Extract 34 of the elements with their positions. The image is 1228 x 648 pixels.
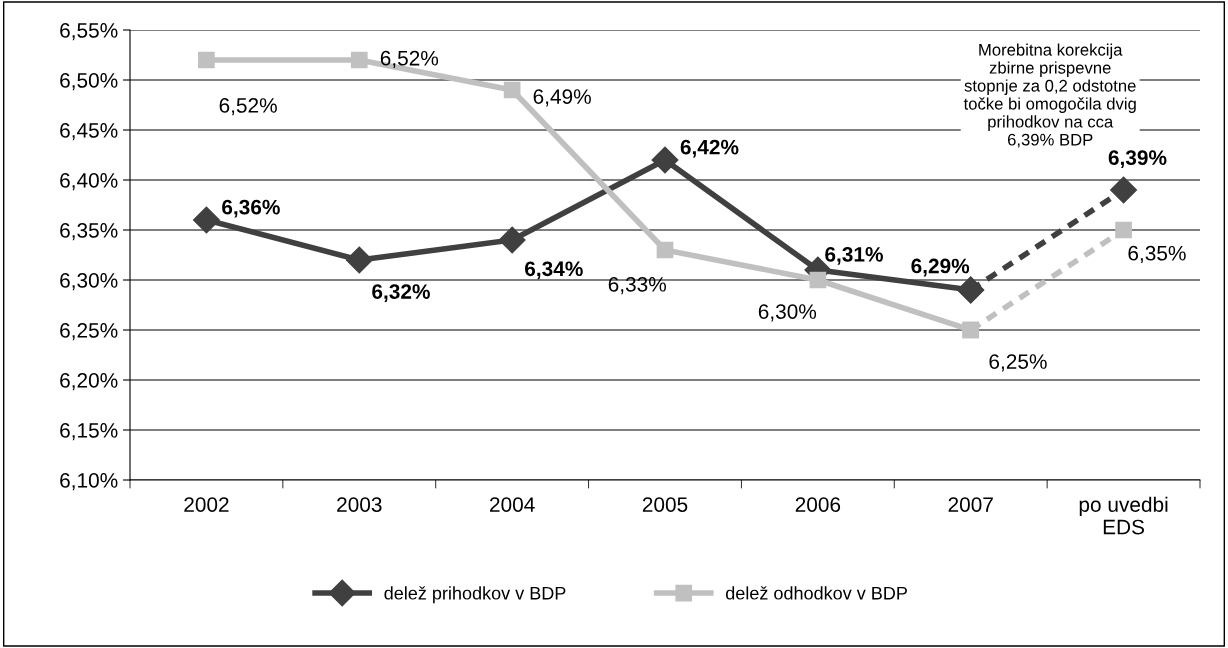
x-tick-label: po uvedbi EDS xyxy=(1079,496,1168,535)
data-label: 6,35% xyxy=(1128,245,1186,264)
data-label: 6,25% xyxy=(989,354,1047,372)
y-tick-label: 6,20% xyxy=(60,373,118,391)
y-tick-label: 6,45% xyxy=(60,123,118,141)
y-tick-label: 6,50% xyxy=(60,73,118,91)
legend-label: delež odhodkov v BDP xyxy=(726,586,907,600)
y-tick-label: 6,55% xyxy=(60,23,118,41)
data-label: 6,29% xyxy=(911,258,970,277)
data-label: 6,39% xyxy=(1108,150,1167,169)
annotation: Morebitna korekcija zbirne prispevne stopnje za 0,2 odstotne točke bi omogočila dvig prihodkov na cca 6,39% BDP xyxy=(963,43,1136,148)
x-tick-label: 2002 xyxy=(184,497,229,512)
data-label: 6,33% xyxy=(608,276,667,295)
x-tick-label: 2003 xyxy=(337,497,382,512)
y-tick-label: 6,10% xyxy=(60,473,118,491)
y-tick-label: 6,30% xyxy=(60,273,118,291)
x-tick-label: 2004 xyxy=(490,497,535,512)
data-label: 6,36% xyxy=(222,199,280,218)
x-tick-label: 2006 xyxy=(795,497,841,512)
x-tick-label: 2007 xyxy=(948,497,993,512)
data-label: 6,30% xyxy=(758,304,817,322)
data-label: 6,52% xyxy=(380,50,439,69)
y-tick-label: 6,15% xyxy=(60,423,118,441)
y-tick-label: 6,35% xyxy=(60,223,118,241)
y-tick-label: 6,40% xyxy=(60,173,118,191)
x-tick-label: 2005 xyxy=(642,497,688,512)
data-label: 6,34% xyxy=(525,261,583,280)
data-label: 6,42% xyxy=(680,139,739,158)
legend-label: delež prihodkov v BDP xyxy=(384,586,566,604)
data-label: 6,52% xyxy=(219,98,277,116)
data-label: 6,31% xyxy=(825,246,883,265)
data-label: 6,32% xyxy=(372,284,430,302)
data-label: 6,49% xyxy=(533,89,591,107)
y-tick-label: 6,25% xyxy=(60,323,118,341)
